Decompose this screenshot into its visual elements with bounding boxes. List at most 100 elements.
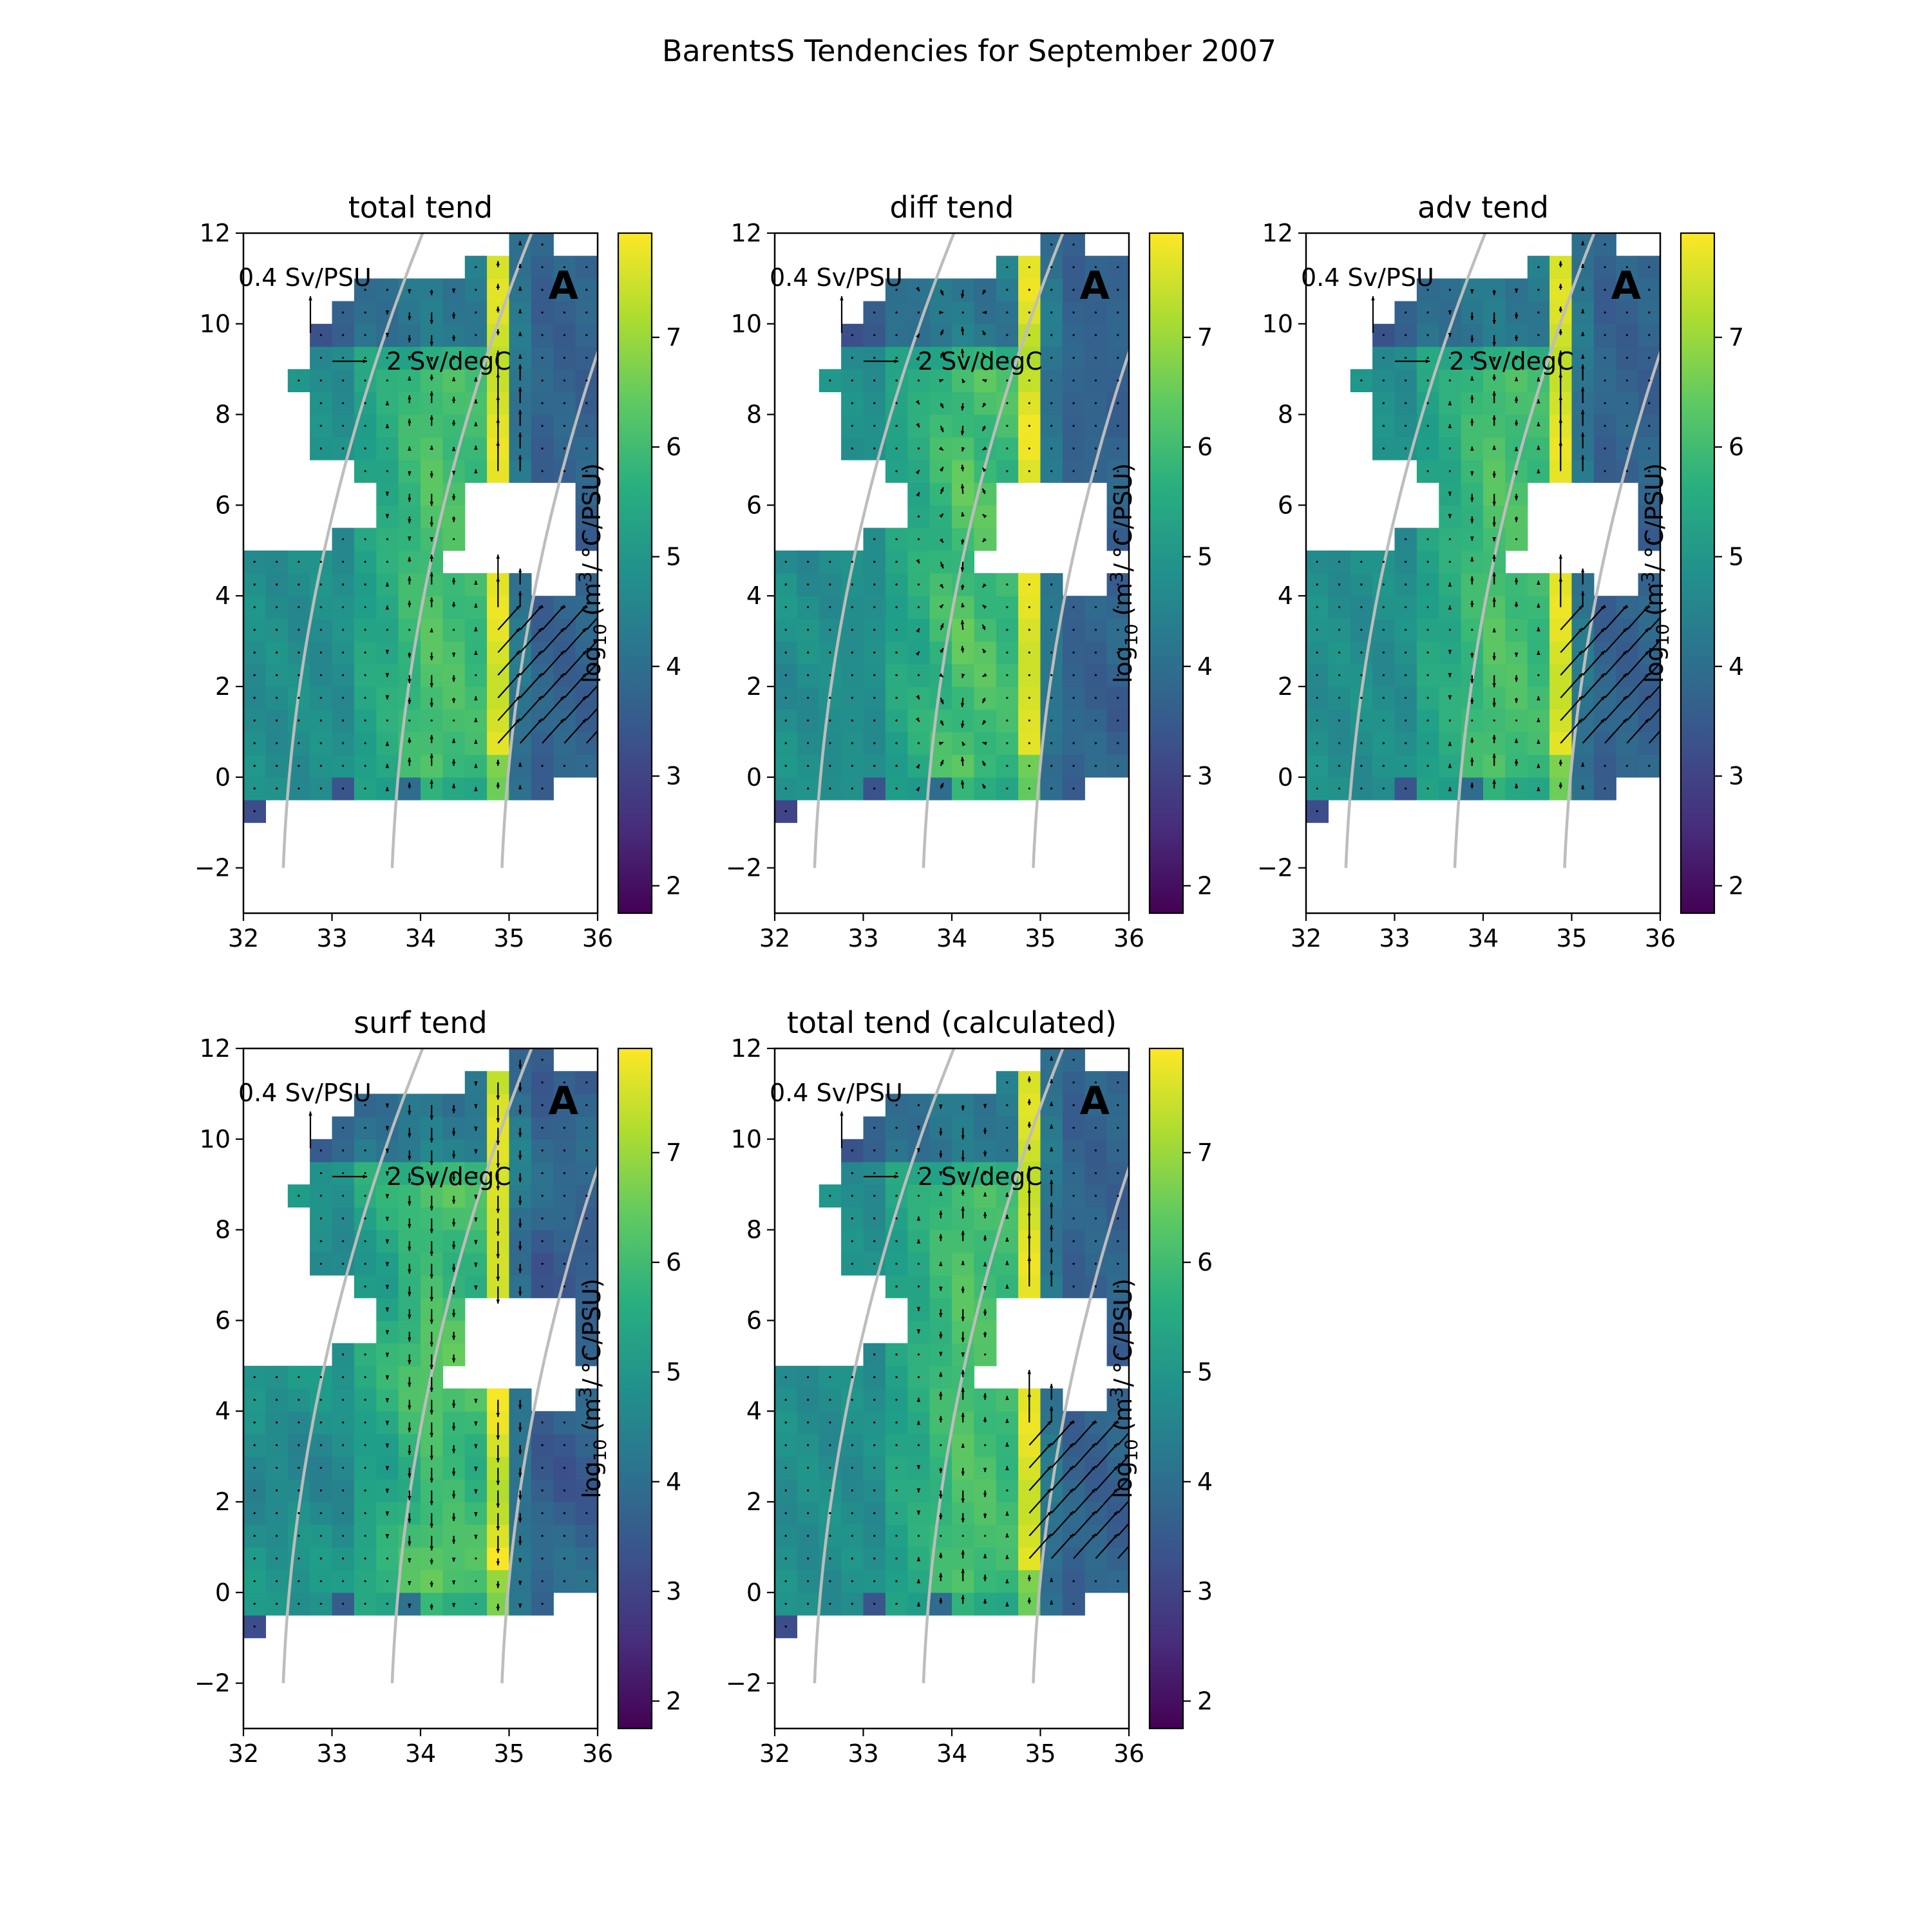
flux-arrow	[364, 1557, 366, 1560]
flux-arrow	[1184, 1443, 1206, 1468]
flux-arrow	[298, 1421, 300, 1424]
heatmap-cell	[1062, 1502, 1085, 1525]
flux-arrow	[1648, 379, 1651, 382]
flux-arrow	[276, 742, 278, 744]
flux-arrow	[1206, 1399, 1208, 1401]
flux-arrow	[917, 1104, 920, 1106]
flux-arrow	[851, 674, 853, 676]
flux-arrow	[298, 560, 300, 564]
flux-arrow	[342, 1602, 345, 1605]
heatmap-cell	[1505, 777, 1528, 800]
flux-arrow	[829, 606, 831, 609]
flux-arrow	[608, 1331, 610, 1332]
flux-arrow	[1072, 334, 1075, 337]
colorbar-tick-label: 5	[1197, 542, 1213, 571]
heatmap-cell	[575, 687, 598, 710]
flux-arrow	[1405, 719, 1407, 722]
flux-arrow	[585, 311, 588, 314]
flux-arrow	[1094, 470, 1097, 473]
flux-arrow	[585, 447, 588, 450]
flux-arrow	[1117, 334, 1119, 337]
flux-arrow	[1671, 312, 1672, 314]
flux-arrow	[1094, 266, 1097, 269]
flux-arrow	[342, 651, 345, 654]
panel-calc: total tend (calculated)32 33 34 35 36−202468…	[726, 1005, 1218, 1768]
flux-arrow	[1426, 742, 1429, 744]
flux-arrow	[784, 1466, 787, 1469]
flux-arrow	[342, 1557, 345, 1560]
flux-arrow	[829, 1489, 831, 1492]
flux-arrow	[364, 674, 366, 676]
flux-arrow	[915, 650, 920, 656]
flux-arrow	[895, 1376, 898, 1378]
flux-arrow	[807, 1580, 810, 1582]
flux-arrow	[1117, 470, 1119, 473]
flux-arrow	[895, 1217, 898, 1220]
flux-arrow	[298, 697, 300, 699]
flux-arrow	[1625, 764, 1628, 767]
flux-arrow	[1448, 629, 1451, 631]
flux-arrow	[1316, 560, 1318, 564]
flux-arrow	[829, 787, 831, 790]
flux-arrow	[1050, 651, 1053, 654]
flux-arrow	[981, 783, 987, 789]
flux-arrow	[563, 764, 566, 767]
heatmap-cell	[1129, 709, 1151, 732]
heatmap-cell	[929, 505, 952, 529]
flux-arrow	[1094, 357, 1097, 359]
flux-arrow	[1050, 719, 1053, 722]
flux-arrow	[342, 1262, 345, 1265]
flux-arrow	[1537, 334, 1540, 337]
flux-arrow	[1006, 357, 1009, 359]
heatmap-cell	[598, 256, 620, 279]
heatmap-cell	[1195, 1411, 1218, 1434]
flux-arrow	[961, 311, 964, 314]
flux-arrow	[563, 334, 566, 337]
heatmap-cell	[1062, 1456, 1085, 1480]
flux-arrow	[829, 1602, 831, 1605]
flux-arrow	[319, 697, 322, 699]
flux-arrow	[851, 379, 853, 382]
flux-arrow	[608, 379, 610, 381]
heatmap-cell	[598, 437, 620, 460]
heatmap-cell	[1439, 754, 1462, 778]
flux-arrow	[807, 1489, 810, 1492]
flux-arrow	[1139, 493, 1141, 495]
heatmap-cell	[421, 618, 443, 642]
flux-arrow	[1405, 764, 1407, 767]
ref-arrow-x-label: 2 Sv/degC	[918, 347, 1043, 375]
heatmap-cell	[1129, 1117, 1151, 1140]
flux-arrow	[960, 720, 965, 728]
flux-arrow	[851, 1195, 853, 1197]
heatmap-cell	[996, 1252, 1019, 1276]
flux-arrow	[784, 1512, 787, 1515]
flux-arrow	[319, 1195, 322, 1197]
flux-arrow	[1316, 583, 1318, 586]
flux-arrow	[895, 424, 898, 427]
flux-arrow	[319, 651, 322, 654]
flux-arrow	[563, 447, 566, 450]
flux-arrow	[253, 1444, 256, 1446]
flux-arrow	[1382, 334, 1385, 337]
flux-arrow	[1139, 1354, 1141, 1356]
flux-arrow	[253, 1376, 256, 1378]
heatmap-cell	[487, 754, 510, 778]
flux-arrow	[1072, 606, 1075, 609]
flux-arrow	[608, 1535, 610, 1537]
flux-arrow	[608, 1490, 610, 1492]
flux-arrow	[1671, 561, 1672, 563]
flux-arrow	[960, 756, 965, 766]
flux-arrow	[319, 560, 322, 564]
flux-arrow	[1426, 697, 1429, 699]
y-tick-label: 0	[215, 763, 231, 791]
flux-arrow	[1604, 424, 1606, 427]
panel-marker: A	[549, 1079, 579, 1124]
flux-arrow	[1448, 379, 1451, 382]
heatmap-cell	[1106, 1524, 1129, 1548]
flux-arrow	[1028, 674, 1030, 676]
y-tick-label: 0	[746, 763, 762, 791]
heatmap-cell	[1549, 687, 1573, 710]
flux-arrow	[608, 606, 610, 608]
flux-arrow	[342, 560, 345, 564]
flux-arrow	[1382, 402, 1385, 404]
